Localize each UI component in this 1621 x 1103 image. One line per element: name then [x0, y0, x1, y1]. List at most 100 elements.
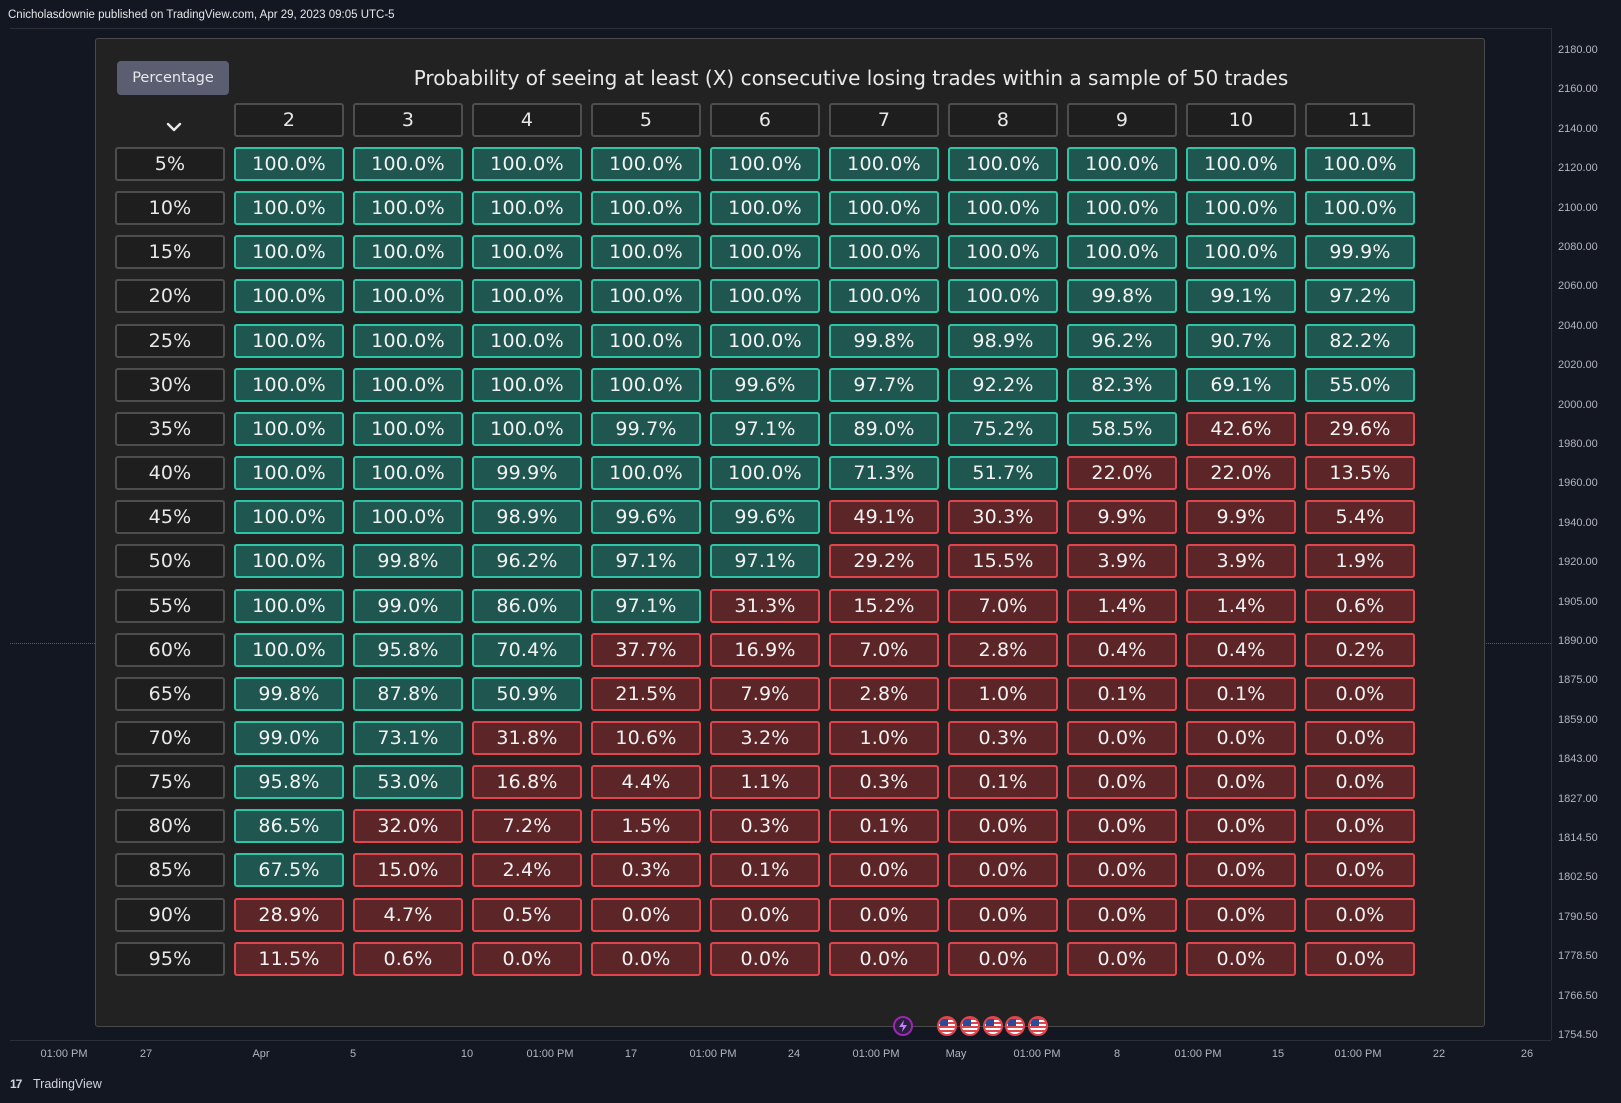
- us-flag-icon[interactable]: [937, 1016, 957, 1036]
- table-cell: 97.2%: [1305, 279, 1415, 313]
- table-cell: 100.0%: [1186, 147, 1296, 181]
- table-cell: 100.0%: [234, 147, 344, 181]
- row-label: 85%: [115, 853, 225, 887]
- price-tick-label: 1754.50: [1558, 1029, 1598, 1041]
- table-cell: 0.0%: [1067, 721, 1177, 755]
- table-cell: 0.0%: [1186, 853, 1296, 887]
- table-cell: 99.6%: [710, 500, 820, 534]
- column-header: 4: [472, 103, 582, 137]
- table-cell: 86.5%: [234, 809, 344, 843]
- table-cell: 2.4%: [472, 853, 582, 887]
- row-label: 5%: [115, 147, 225, 181]
- time-tick-label: 24: [787, 1048, 801, 1060]
- table-cell: 4.4%: [591, 765, 701, 799]
- table-cell: 0.3%: [591, 853, 701, 887]
- table-cell: 100.0%: [472, 324, 582, 358]
- table-cell: 100.0%: [1067, 191, 1177, 225]
- table-cell: 0.0%: [710, 942, 820, 976]
- percentage-button[interactable]: Percentage: [117, 61, 229, 95]
- table-cell: 3.9%: [1186, 544, 1296, 578]
- price-tick-label: 2000.00: [1558, 398, 1598, 411]
- row-label: 75%: [115, 765, 225, 799]
- table-cell: 0.4%: [1186, 633, 1296, 667]
- price-tick-label: 1940.00: [1558, 516, 1598, 529]
- table-cell: 99.8%: [353, 544, 463, 578]
- row-label: 55%: [115, 589, 225, 623]
- probability-table: Percentage Probability of seeing at leas…: [95, 38, 1485, 1027]
- chevron-down-icon[interactable]: [146, 109, 202, 144]
- table-cell: 0.0%: [829, 853, 939, 887]
- table-cell: 99.9%: [472, 456, 582, 490]
- column-header: 9: [1067, 103, 1177, 137]
- table-cell: 100.0%: [353, 191, 463, 225]
- table-cell: 100.0%: [591, 368, 701, 402]
- table-cell: 0.0%: [1186, 721, 1296, 755]
- table-cell: 99.8%: [234, 677, 344, 711]
- table-cell: 75.2%: [948, 412, 1058, 446]
- price-axis[interactable]: 2180.00 2160.00 2140.00 2120.00 2100.00 2080.…: [1551, 28, 1621, 1041]
- price-tick-label: 2020.00: [1558, 359, 1598, 372]
- price-tick-label: 2060.00: [1558, 280, 1598, 293]
- time-tick-label: Apr: [252, 1048, 270, 1060]
- column-header: 11: [1305, 103, 1415, 137]
- table-cell: 100.0%: [353, 235, 463, 269]
- table-cell: 100.0%: [234, 191, 344, 225]
- table-cell: 0.0%: [1305, 942, 1415, 976]
- time-tick-label: May: [945, 1048, 967, 1060]
- table-cell: 3.2%: [710, 721, 820, 755]
- table-cell: 100.0%: [234, 500, 344, 534]
- row-label: 70%: [115, 721, 225, 755]
- table-cell: 71.3%: [829, 456, 939, 490]
- table-cell: 15.2%: [829, 589, 939, 623]
- table-cell: 100.0%: [472, 368, 582, 402]
- column-header: 8: [948, 103, 1058, 137]
- price-tick-label: 1814.50: [1558, 832, 1598, 844]
- table-cell: 67.5%: [234, 853, 344, 887]
- table-cell: 0.6%: [353, 942, 463, 976]
- table-cell: 7.0%: [829, 633, 939, 667]
- table-cell: 0.0%: [710, 898, 820, 932]
- table-cell: 0.0%: [948, 853, 1058, 887]
- tradingview-logo-icon: 17: [10, 1077, 22, 1091]
- table-cell: 0.0%: [1067, 809, 1177, 843]
- table-cell: 96.2%: [472, 544, 582, 578]
- table-cell: 55.0%: [1305, 368, 1415, 402]
- us-flag-icon[interactable]: [1005, 1016, 1025, 1036]
- publish-info: Cnicholasdownie published on TradingView…: [0, 0, 1621, 30]
- table-cell: 0.0%: [472, 942, 582, 976]
- row-label: 45%: [115, 500, 225, 534]
- table-cell: 0.4%: [1067, 633, 1177, 667]
- table-cell: 100.0%: [472, 412, 582, 446]
- table-cell: 99.7%: [591, 412, 701, 446]
- table-cell: 11.5%: [234, 942, 344, 976]
- price-tick-label: 1875.00: [1558, 674, 1598, 687]
- table-cell: 100.0%: [472, 279, 582, 313]
- us-flag-icon[interactable]: [1028, 1016, 1048, 1036]
- table-cell: 16.9%: [710, 633, 820, 667]
- table-cell: 97.1%: [710, 412, 820, 446]
- time-tick-label: 01:00 PM: [1013, 1048, 1061, 1060]
- price-tick-label: 1802.50: [1558, 871, 1598, 884]
- table-cell: 100.0%: [591, 279, 701, 313]
- us-flag-icon[interactable]: [960, 1016, 980, 1036]
- table-cell: 97.1%: [591, 544, 701, 578]
- table-cell: 99.8%: [1067, 279, 1177, 313]
- time-axis[interactable]: 01:00 PM 27 Apr 5 10 01:00 PM 17 01:00 PM 24 01:0…: [10, 1040, 1551, 1067]
- table-cell: 100.0%: [591, 191, 701, 225]
- row-label: 80%: [115, 809, 225, 843]
- table-cell: 0.3%: [710, 809, 820, 843]
- table-cell: 0.1%: [829, 809, 939, 843]
- us-flag-icon[interactable]: [983, 1016, 1003, 1036]
- table-cell: 73.1%: [353, 721, 463, 755]
- table-cell: 100.0%: [353, 324, 463, 358]
- table-cell: 100.0%: [234, 412, 344, 446]
- table-cell: 100.0%: [1067, 235, 1177, 269]
- lightning-icon[interactable]: [893, 1016, 913, 1036]
- time-tick-label: 01:00 PM: [852, 1048, 900, 1060]
- column-header: 5: [591, 103, 701, 137]
- table-cell: 99.6%: [710, 368, 820, 402]
- row-label: 60%: [115, 633, 225, 667]
- footer-brand[interactable]: TradingView: [33, 1077, 102, 1091]
- price-tick-label: 2160.00: [1558, 83, 1598, 96]
- table-cell: 100.0%: [353, 147, 463, 181]
